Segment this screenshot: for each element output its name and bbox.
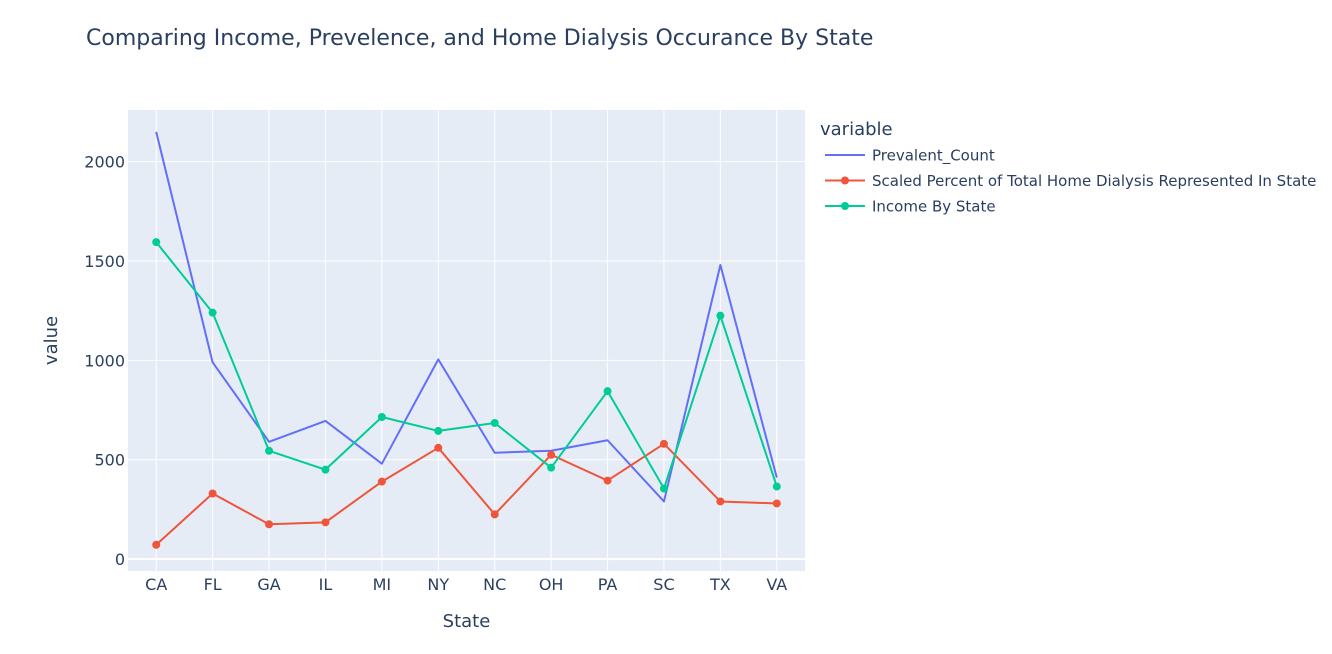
- legend[interactable]: variable Prevalent_Count Scaled Percent o…: [820, 119, 1316, 216]
- data-point[interactable]: [321, 465, 330, 474]
- data-point[interactable]: [208, 308, 217, 317]
- x-tick-label: NY: [427, 575, 449, 594]
- data-point[interactable]: [547, 450, 556, 459]
- x-tick-label: FL: [204, 575, 222, 594]
- data-point[interactable]: [716, 311, 725, 320]
- data-point[interactable]: [434, 443, 443, 452]
- data-point[interactable]: [659, 484, 668, 493]
- series-line[interactable]: [155, 442, 777, 546]
- x-tick-label: OH: [539, 575, 564, 594]
- y-tick-label: 0: [115, 550, 125, 569]
- x-axis-title: State: [443, 611, 491, 632]
- y-tick-label: 1500: [84, 252, 125, 271]
- data-point[interactable]: [603, 476, 612, 485]
- x-tick-label: TX: [709, 575, 731, 594]
- y-axis-title: value: [41, 316, 62, 365]
- x-tick-label: PA: [598, 575, 618, 594]
- data-point[interactable]: [772, 499, 781, 508]
- series-2[interactable]: [152, 238, 781, 493]
- data-point[interactable]: [265, 520, 274, 529]
- legend-label: Income By State: [872, 198, 996, 216]
- legend-label: Scaled Percent of Total Home Dialysis Re…: [872, 172, 1316, 190]
- legend-marker: [841, 176, 849, 185]
- data-point[interactable]: [490, 510, 499, 519]
- data-point[interactable]: [490, 418, 499, 427]
- data-point[interactable]: [377, 413, 386, 422]
- chart-title: Comparing Income, Prevelence, and Home D…: [86, 26, 873, 51]
- data-point[interactable]: [716, 497, 725, 506]
- data-point[interactable]: [772, 482, 781, 491]
- y-tick-label: 500: [94, 451, 125, 470]
- data-point[interactable]: [152, 238, 161, 247]
- x-tick-label: VA: [766, 575, 787, 594]
- x-tick-label: NC: [483, 575, 506, 594]
- x-tick-label: IL: [319, 575, 333, 594]
- y-axis-ticks: 0 500 1000 1500 2000: [84, 153, 125, 569]
- data-point[interactable]: [603, 387, 612, 396]
- data-point[interactable]: [659, 439, 668, 448]
- series-1[interactable]: [152, 439, 781, 549]
- data-point[interactable]: [434, 426, 443, 435]
- data-point[interactable]: [265, 446, 274, 455]
- x-tick-label: MI: [373, 575, 392, 594]
- data-point[interactable]: [152, 540, 161, 549]
- x-axis-ticks: CA FL GA IL MI NY NC OH PA SC TX VA: [145, 575, 787, 594]
- legend-label: Prevalent_Count: [872, 147, 995, 166]
- series-line[interactable]: [155, 241, 778, 490]
- gridlines: [128, 110, 805, 571]
- legend-item[interactable]: Prevalent_Count: [825, 147, 995, 166]
- data-point[interactable]: [208, 489, 217, 498]
- legend-item[interactable]: Scaled Percent of Total Home Dialysis Re…: [825, 172, 1316, 190]
- legend-title: variable: [820, 119, 893, 140]
- series-layer: [152, 131, 781, 549]
- plot-area: [128, 110, 805, 571]
- y-tick-label: 2000: [84, 153, 125, 172]
- legend-item[interactable]: Income By State: [825, 198, 996, 216]
- data-point[interactable]: [321, 518, 330, 527]
- x-tick-label: CA: [145, 575, 167, 594]
- y-tick-label: 1000: [84, 351, 125, 370]
- data-point[interactable]: [377, 477, 386, 486]
- data-point[interactable]: [547, 463, 556, 472]
- x-tick-label: GA: [257, 575, 280, 594]
- legend-marker: [841, 202, 849, 210]
- x-tick-label: SC: [653, 575, 674, 594]
